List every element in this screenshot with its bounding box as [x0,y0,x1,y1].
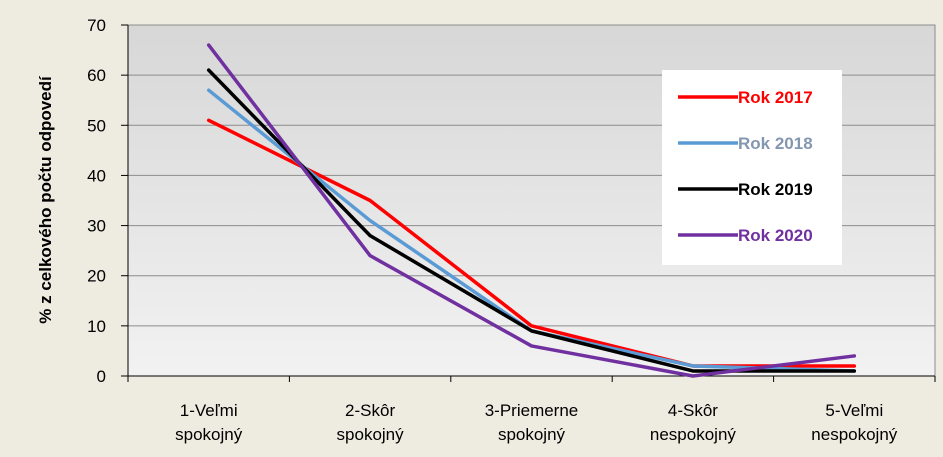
y-tick-labels: 0 10 20 30 40 50 60 70 [87,16,106,386]
y-tick-label: 0 [97,367,106,386]
y-tick-label: 40 [87,166,106,185]
y-tick-label: 20 [87,267,106,286]
x-tick-label: 3-Priemerne spokojný [485,401,579,444]
x-tick-label: 2-Skôr spokojný [337,401,405,444]
legend-label: Rok 2017 [738,88,813,107]
axes [121,24,936,382]
legend: Rok 2017 Rok 2018 Rok 2019 Rok 2020 [662,70,842,265]
y-tick-label: 60 [87,66,106,85]
legend-label: Rok 2018 [738,134,813,153]
series-lines [206,43,857,378]
x-tick-label: 5-Veľmi nespokojný [811,401,898,444]
legend-label: Rok 2019 [738,180,813,199]
legend-box [662,70,842,265]
y-tick-label: 30 [87,217,106,236]
x-tick-label: 1-Veľmi spokojný [175,401,243,444]
y-axis-title: % z celkového počtu odpovedí [36,75,55,324]
legend-label: Rok 2020 [738,226,813,245]
y-tick-label: 70 [87,16,106,35]
y-tick-label: 10 [87,317,106,336]
x-tick-label: 4-Skôr nespokojný [650,401,737,444]
series-line [206,43,857,378]
x-tick-labels: 1-Veľmi spokojný 2-Skôr spokojný 3-Priemerne… [175,401,898,444]
y-tick-label: 50 [87,116,106,135]
